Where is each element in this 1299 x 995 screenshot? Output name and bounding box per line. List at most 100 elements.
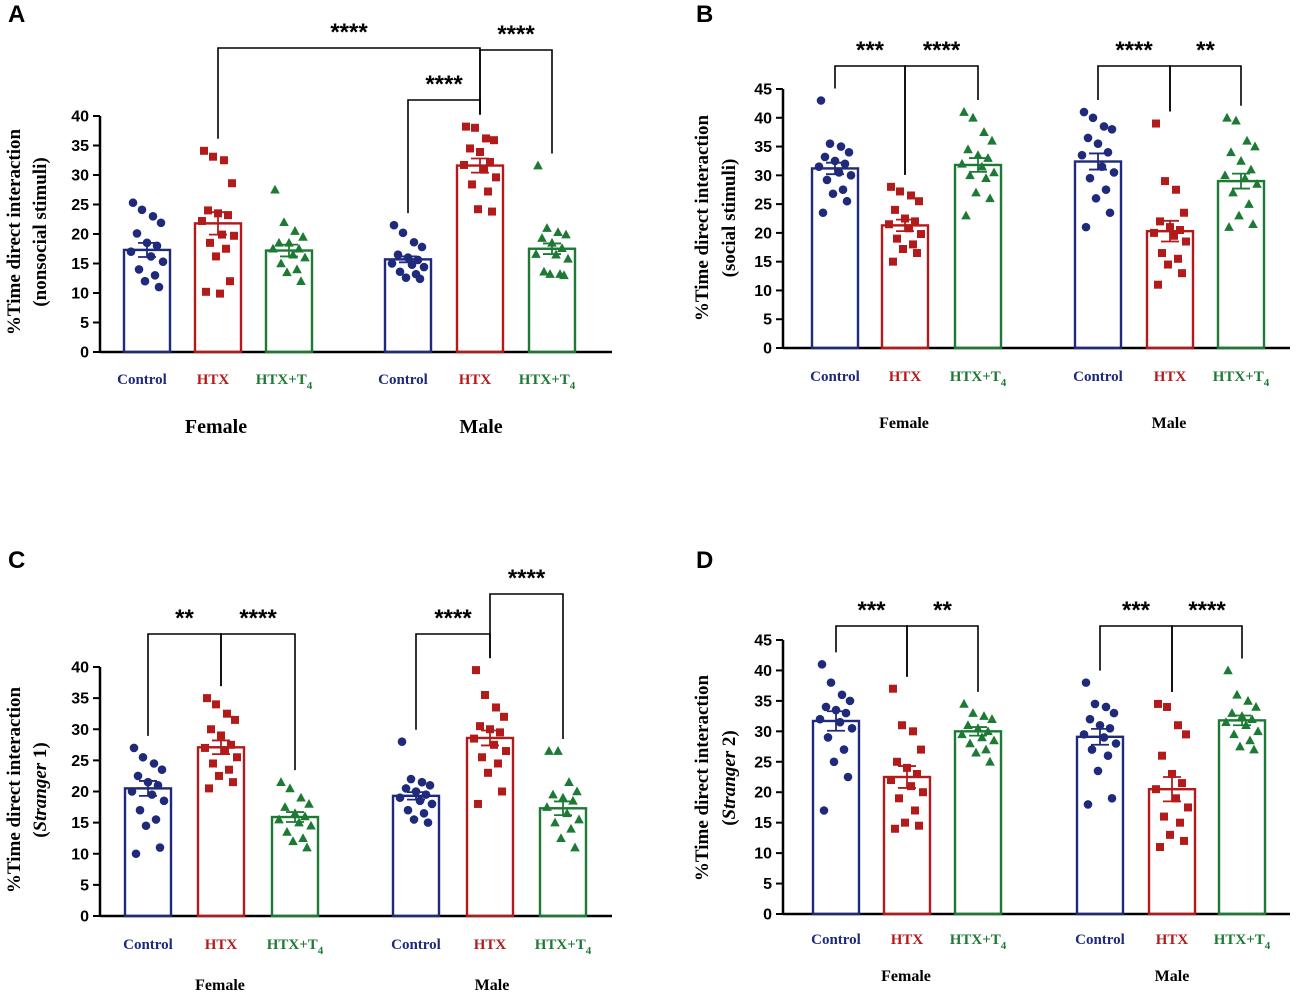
data-point [1083,800,1093,809]
bar-female-htx_t4 [953,698,1003,916]
significance-stars: **** [330,19,368,46]
bar [1075,735,1125,916]
data-point [409,237,419,247]
bar-female-htx_t4 [264,184,314,354]
y-axis-label-line1: %Time direct interaction [692,675,713,882]
data-point [486,158,494,167]
bracket-line [1099,625,1173,692]
x-tick-label: HTX [889,369,922,385]
y-tick-label: 15 [71,815,89,832]
data-point [1095,720,1105,730]
data-point [1156,217,1164,226]
x-tick-label: Control [391,937,441,953]
data-point [820,152,830,162]
data-point [128,198,138,208]
data-point [899,245,907,254]
data-point [533,160,543,170]
data-point [209,152,217,161]
data-point [841,708,851,718]
data-point [1226,147,1236,157]
data-point [835,717,845,727]
y-tick-label: 30 [71,722,89,739]
bar-female-htx [880,182,930,350]
group-label: Male [1152,415,1187,432]
data-point [965,170,975,180]
y-tick-label: 15 [71,256,89,273]
data-point [901,818,909,827]
data-point [895,794,903,803]
x-tick-label: HTX [459,372,492,388]
data-point [891,824,899,833]
bar-female-htx_t4 [270,777,320,918]
data-point [419,808,429,818]
y-tick-label: 0 [763,907,772,924]
significance-stars: **** [425,71,463,98]
data-point [909,727,917,736]
data-point [981,173,991,183]
data-point [276,258,286,268]
data-point [1251,701,1261,711]
data-point [1107,794,1117,803]
data-point [1245,735,1255,745]
y-axis-label-line2: (Stranger 1) [30,742,51,838]
x-tick-label: HTX [197,372,230,388]
chart-panel-b: B %Time direct interaction (social stimuli… [692,1,1290,432]
y-axis-label-line2: (social stimuli) [719,159,740,278]
y-axis-label-line2: (Stranger 2) [719,730,740,826]
panel-letter: A [8,1,25,28]
group-label: Female [195,977,245,994]
data-point [1101,185,1111,195]
y-axis-label-line1: %Time direct interaction [692,115,713,322]
data-point [1099,733,1109,742]
data-point [1174,254,1182,263]
bar-male-htx_t4 [538,746,588,918]
x-tick-label: HTX+T4 [267,937,324,957]
data-point [288,836,298,846]
data-point [209,759,217,768]
data-point [1176,818,1184,827]
bar-male-htx [455,122,505,354]
data-point [985,756,995,766]
bracket-line [220,633,296,771]
data-point [1150,228,1158,237]
bar-female-htx [196,694,246,918]
data-point [913,249,921,258]
y-tick-label: 35 [71,691,89,708]
data-point [417,242,427,252]
data-point [557,243,567,252]
significance-bracket: **** [1171,597,1243,692]
significance-bracket: **** [489,565,564,740]
x-tick-label: Control [1075,932,1125,948]
data-point [1227,708,1237,717]
y-tick-label: 25 [754,197,772,214]
data-point [911,806,919,815]
bar-male-control [391,737,441,918]
data-point [968,708,978,717]
data-point [840,159,850,169]
data-point [203,694,211,703]
data-point [481,691,489,700]
significance-bracket: ** [1169,37,1242,112]
data-point [983,153,993,162]
data-point [959,698,969,708]
data-point [885,220,893,229]
data-point [152,241,162,251]
data-point [129,743,139,753]
data-point [282,267,292,277]
significance-bracket: **** [1097,37,1171,112]
chart-panel-d: D %Time direct interaction (Stranger 2) 0 5 1… [692,547,1290,985]
data-point [1163,702,1171,711]
data-point [1232,689,1242,699]
data-point [1235,741,1245,751]
data-point [542,223,552,232]
data-point [1240,173,1250,183]
data-point [306,820,316,830]
data-point [1109,168,1119,177]
data-point [413,255,423,265]
data-point [963,144,973,154]
data-point [989,735,999,745]
data-point [415,274,425,284]
y-tick-label: 10 [754,283,772,300]
y-tick-label: 20 [754,785,772,802]
data-point [231,715,239,724]
